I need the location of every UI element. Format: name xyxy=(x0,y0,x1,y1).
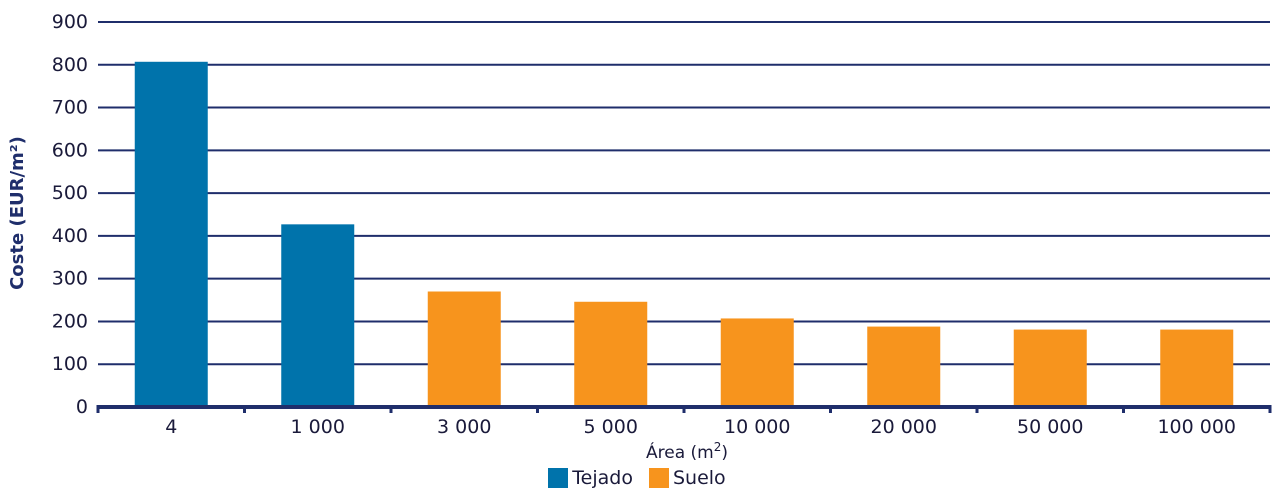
bars xyxy=(134,61,1234,408)
y-tick-label: 500 xyxy=(52,182,88,204)
legend-item-suelo: Suelo xyxy=(648,467,726,489)
bar xyxy=(281,224,355,407)
y-tick-label: 600 xyxy=(52,139,88,161)
y-tick-labels: 0 100 200 300 400 500 600 700 800 900 xyxy=(52,11,88,418)
x-axis xyxy=(96,405,1272,413)
y-tick-label: 800 xyxy=(52,54,88,76)
y-tick-label: 100 xyxy=(52,353,88,375)
x-axis-title-main: Área (m xyxy=(646,441,714,463)
bar xyxy=(574,301,648,407)
x-tick-label: 10 000 xyxy=(724,416,790,438)
y-tick-label: 700 xyxy=(52,97,88,119)
y-tick-label: 0 xyxy=(76,396,88,418)
legend-item-tejado: Tejado xyxy=(548,467,633,489)
bar xyxy=(1160,329,1234,407)
x-axis-title-end: ) xyxy=(721,443,728,463)
bar xyxy=(867,326,941,407)
bar xyxy=(427,291,501,407)
y-tick-label: 300 xyxy=(52,268,88,290)
x-axis-title: Área (m2) xyxy=(646,440,728,463)
bar xyxy=(720,318,794,407)
x-axis-title-sup: 2 xyxy=(714,440,722,454)
y-tick-label: 400 xyxy=(52,225,88,247)
x-tick-label: 3 000 xyxy=(437,416,491,438)
legend-label-suelo: Suelo xyxy=(672,467,726,489)
x-tick-label: 1 000 xyxy=(291,416,345,438)
grid-lines xyxy=(98,21,1270,366)
y-axis-title: Coste (EUR/m²) xyxy=(7,136,28,290)
bar xyxy=(1013,329,1087,407)
x-tick-labels: 4 1 000 3 000 5 000 10 000 20 000 50 000 100 00… xyxy=(165,416,1236,438)
x-tick-label: 5 000 xyxy=(584,416,638,438)
y-tick-label: 900 xyxy=(52,11,88,33)
legend-swatch-suelo xyxy=(648,468,669,488)
legend-label-tejado: Tejado xyxy=(572,467,633,489)
x-tick-label: 50 000 xyxy=(1017,416,1083,438)
bar xyxy=(134,61,208,408)
y-tick-label: 200 xyxy=(52,310,88,332)
x-tick-label: 100 000 xyxy=(1157,416,1236,438)
legend: Tejado Suelo xyxy=(0,467,1274,489)
x-tick-label: 4 xyxy=(165,416,177,438)
x-tick-label: 20 000 xyxy=(871,416,937,438)
legend-swatch-tejado xyxy=(548,468,569,488)
